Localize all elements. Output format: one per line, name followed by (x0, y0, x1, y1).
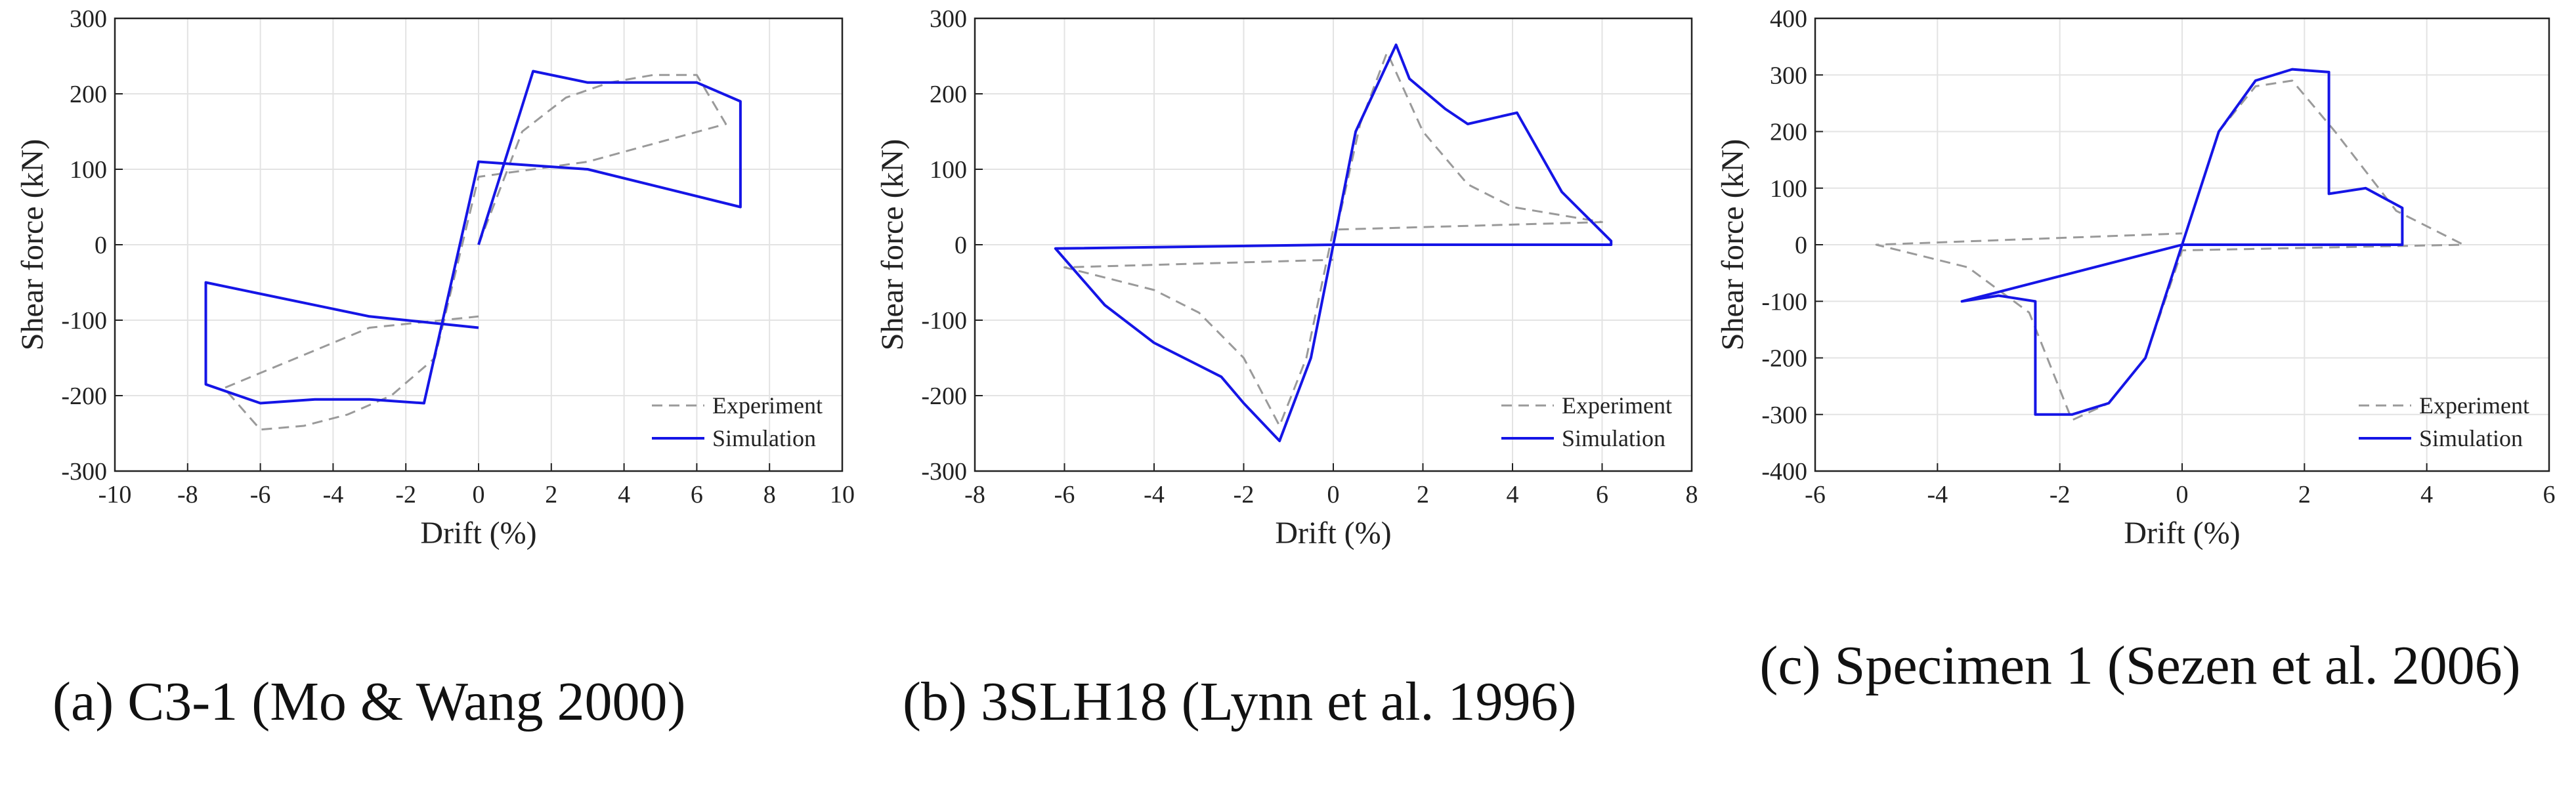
chart-a-ylabel: Shear force (kN) (15, 139, 50, 351)
chart-a-xtick-label: 0 (473, 481, 485, 508)
chart-c-ytick-label: 0 (1795, 232, 1807, 259)
chart-b-xtick-label: 6 (1596, 481, 1608, 508)
chart-a-xtick-label: -8 (177, 481, 198, 508)
chart-b-xtick-label: 2 (1417, 481, 1429, 508)
chart-a-series-simulation (204, 70, 742, 405)
chart-b-ytick-label: -200 (921, 383, 967, 410)
chart-b-ytick-label: 300 (930, 5, 967, 33)
chart-c-xtick-label: 2 (2298, 481, 2311, 508)
caption-c: (c) Specimen 1 (Sezen et al. 2006) (1759, 635, 2521, 696)
chart-c-series-simulation (1960, 68, 2404, 416)
chart-c-legend-label-experiment: Experiment (2419, 392, 2529, 419)
chart-c-series-experiment (1875, 79, 2465, 421)
chart-c-legend-label-simulation: Simulation (2419, 425, 2523, 451)
chart-b-xtick-label: -6 (1054, 481, 1075, 508)
chart-a-xtick-label: -6 (250, 481, 271, 508)
chart-a-ytick-label: -300 (61, 458, 107, 486)
chart-a-xtick-label: 2 (545, 481, 557, 508)
chart-c-ytick-label: 300 (1770, 62, 1807, 89)
chart-b-legend-label-simulation: Simulation (1562, 425, 1665, 451)
chart-a-xtick-label: 8 (763, 481, 776, 508)
chart-c-ytick-label: 100 (1770, 175, 1807, 203)
chart-c-ylabel: Shear force (kN) (1715, 139, 1750, 351)
chart-a-ytick-label: -100 (61, 307, 107, 335)
chart-a-xtick-label: 10 (830, 481, 855, 508)
chart-c-ytick-label: -300 (1761, 402, 1807, 429)
chart-b-ytick-label: -100 (921, 307, 967, 335)
chart-c-ytick-label: 200 (1770, 119, 1807, 146)
chart-c-xlabel: Drift (%) (2124, 516, 2240, 550)
chart-c-xtick-label: 4 (2420, 481, 2433, 508)
chart-b-xtick-label: -2 (1234, 481, 1255, 508)
chart-a-xtick-label: 4 (618, 481, 630, 508)
caption-b: (b) 3SLH18 (Lynn et al. 1996) (903, 671, 1577, 732)
chart-a-xtick-label: -4 (323, 481, 344, 508)
chart-c-ytick-label: -100 (1761, 288, 1807, 316)
chart-a-ytick-label: 0 (95, 232, 107, 259)
chart-b-legend-label-experiment: Experiment (1562, 392, 1672, 419)
chart-b-ytick-label: 100 (930, 156, 967, 184)
chart-c-xtick-label: 0 (2176, 481, 2189, 508)
chart-b-ylabel: Shear force (kN) (875, 139, 910, 351)
chart-a-legend-label-simulation: Simulation (712, 425, 816, 451)
chart-a-ytick-label: 200 (70, 81, 107, 108)
chart-c-xtick-label: 6 (2543, 481, 2556, 508)
chart-a-xtick-label: -2 (395, 481, 416, 508)
chart-c-ytick-label: 400 (1770, 5, 1807, 33)
chart-b-xtick-label: -8 (964, 481, 985, 508)
chart-a-series-experiment (223, 73, 727, 431)
chart-c-ytick-label: -200 (1761, 345, 1807, 373)
caption-a: (a) C3-1 (Mo & Wang 2000) (53, 671, 686, 732)
chart-b-xlabel: Drift (%) (1275, 516, 1391, 550)
chart-a-ytick-label: 100 (70, 156, 107, 184)
chart-a-xtick-label: -10 (98, 481, 132, 508)
chart-a-xlabel: Drift (%) (420, 516, 536, 550)
chart-b-xtick-label: 0 (1327, 481, 1340, 508)
chart-b-ytick-label: -300 (921, 458, 967, 486)
chart-c-ytick-label: -400 (1761, 458, 1807, 486)
chart-c-xtick-label: -6 (1805, 481, 1826, 508)
chart-b-series-simulation (1054, 43, 1613, 442)
chart-a-legend-label-experiment: Experiment (712, 392, 823, 419)
chart-c-xtick-label: -2 (2050, 481, 2071, 508)
chart-c-xtick-label: -4 (1927, 481, 1948, 508)
chart-b-ytick-label: 200 (930, 81, 967, 108)
chart-b-series-experiment (1063, 51, 1603, 427)
chart-a-xtick-label: 6 (691, 481, 703, 508)
chart-a-ytick-label: -200 (61, 383, 107, 410)
chart-b-xtick-label: 8 (1686, 481, 1698, 508)
chart-b-xtick-label: 4 (1507, 481, 1519, 508)
chart-b-ytick-label: 0 (955, 232, 967, 259)
chart-b-xtick-label: -4 (1144, 481, 1165, 508)
chart-a-ytick-label: 300 (70, 5, 107, 33)
